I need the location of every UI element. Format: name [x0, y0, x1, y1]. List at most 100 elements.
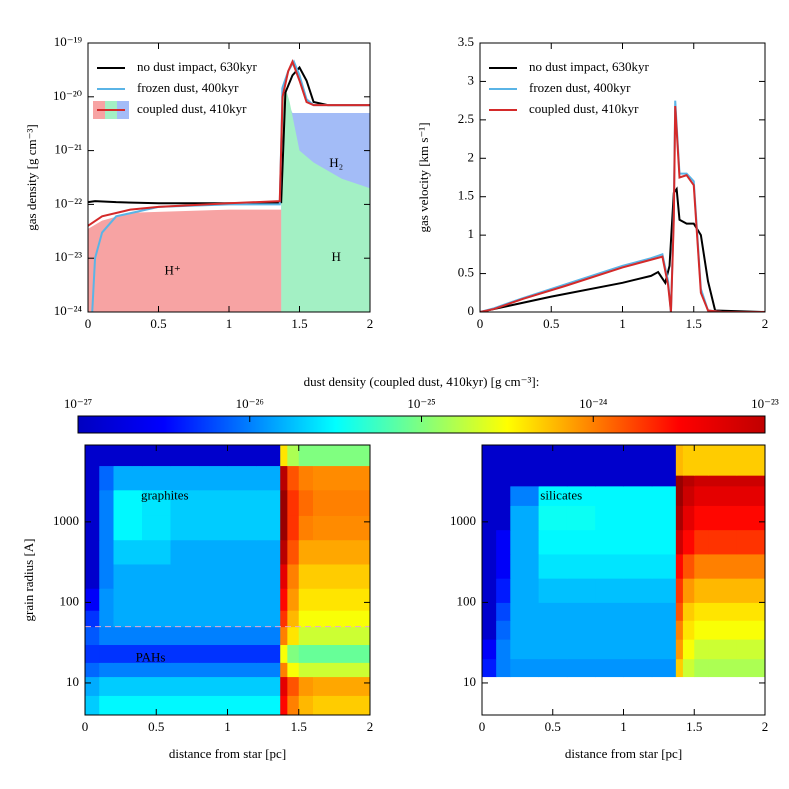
heatmap-cell: [313, 610, 342, 628]
heatmap-cell: [170, 662, 200, 678]
heatmap-cell: [85, 465, 100, 491]
y-axis-label: gas velocity [km s⁻¹]: [416, 122, 431, 232]
heatmap-cell: [651, 505, 677, 531]
heatmap-cell: [85, 676, 100, 696]
heatmap-cell: [708, 475, 738, 487]
heatmap-cell: [99, 445, 114, 467]
heatmap-cell: [736, 445, 766, 476]
heatmap-cell: [142, 676, 171, 696]
region-label: PAHs: [136, 649, 166, 664]
line: [88, 59, 370, 227]
heatmap-cell: [113, 626, 143, 646]
heatmap-cell: [651, 658, 677, 678]
area-label: H₂: [329, 155, 343, 170]
heatmap-cell: [142, 644, 171, 663]
heatmap-cell: [675, 658, 684, 678]
heatmap-cell: [675, 620, 684, 640]
heatmap-cell: [313, 676, 342, 696]
heatmap-cell: [227, 662, 257, 678]
heatmap-cell: [496, 505, 511, 531]
legend-label: frozen dust, 400kyr: [137, 80, 239, 95]
heatmap-cell: [510, 578, 540, 603]
heatmap-cell: [256, 662, 281, 678]
heatmap-cell: [287, 563, 300, 589]
y-tick-label: 100: [457, 593, 477, 608]
heatmap-cell: [651, 553, 677, 579]
heatmap-cell: [287, 676, 300, 696]
heatmap-cell: [298, 662, 314, 678]
heatmap-cell: [623, 505, 653, 531]
heatmap-cell: [708, 505, 738, 531]
heatmap-cell: [682, 445, 695, 476]
heatmap-cell: [482, 639, 497, 660]
heatmap-cell: [496, 639, 511, 660]
x-tick-label: 1: [619, 316, 626, 331]
heatmap-cell: [496, 485, 511, 506]
heatmap-cell: [341, 515, 371, 541]
colorbar-label: dust density (coupled dust, 410kyr) [g c…: [304, 374, 540, 389]
heatmap-cell: [736, 475, 766, 487]
heatmap-cell: [280, 676, 288, 696]
heatmap-cell: [256, 610, 281, 628]
y-tick-label: 3: [468, 72, 475, 87]
heatmap-cell: [595, 553, 624, 579]
heatmap-cell: [595, 475, 624, 487]
heatmap-cell: [510, 658, 540, 678]
heatmap-cell: [566, 485, 596, 506]
heatmap-cell: [85, 644, 100, 663]
heatmap-cell: [256, 695, 281, 716]
heatmap-cell: [199, 676, 228, 696]
heatmap-cell: [280, 465, 288, 491]
heatmap-cell: [113, 695, 143, 716]
x-tick-label: 0.5: [150, 316, 166, 331]
x-tick-label: 2: [762, 719, 769, 734]
colorbar-tick-label: 10⁻²⁷: [64, 396, 92, 411]
x-tick-label: 2: [367, 316, 374, 331]
heatmap-cell: [651, 620, 677, 640]
heatmap-cell: [298, 626, 314, 646]
legend-label: frozen dust, 400kyr: [529, 80, 631, 95]
heatmap-cell: [708, 445, 738, 476]
heatmap-cell: [113, 644, 143, 663]
heatmap-cell: [298, 676, 314, 696]
heatmap-cell: [256, 465, 281, 491]
heatmap-cell: [170, 515, 200, 541]
heatmap-cell: [99, 626, 114, 646]
heatmap-cell: [496, 475, 511, 487]
heatmap-cell: [341, 489, 371, 516]
x-tick-label: 0: [82, 719, 89, 734]
y-tick-label: 10⁻¹⁹: [54, 34, 83, 49]
heatmap-cell: [99, 465, 114, 491]
line: [480, 105, 765, 312]
heatmap-cell: [256, 515, 281, 541]
heatmap-cell: [595, 602, 624, 621]
heatmap-cell: [99, 539, 114, 565]
heatmap-cell: [566, 505, 596, 531]
heatmap-cell: [199, 588, 228, 611]
heatmap-cell: [227, 588, 257, 611]
heatmap-cell: [482, 620, 497, 640]
y-tick-label: 3.5: [458, 34, 474, 49]
y-tick-label: 10⁻²⁴: [54, 303, 83, 318]
plot-area: [480, 100, 765, 312]
heatmap-cell: [694, 639, 709, 660]
heatmap-cell: [199, 695, 228, 716]
heatmap-cell: [736, 658, 766, 678]
heatmap-cell: [482, 475, 497, 487]
heatmap-cell: [85, 563, 100, 589]
heatmap-cell: [99, 563, 114, 589]
heatmap-cell: [313, 515, 342, 541]
heatmap-cell: [623, 445, 653, 476]
y-tick-label: 1000: [450, 513, 476, 528]
heatmap-cell: [170, 626, 200, 646]
heatmap-cell: [170, 445, 200, 467]
heatmap-cell: [482, 578, 497, 603]
heatmap-cell: [313, 662, 342, 678]
heatmap-cell: [682, 475, 695, 487]
x-tick-label: 0: [477, 316, 484, 331]
x-tick-label: 1.5: [291, 316, 307, 331]
heatmap-cell: [313, 695, 342, 716]
heatmap-cell: [341, 676, 371, 696]
heatmap-cell: [113, 563, 143, 589]
